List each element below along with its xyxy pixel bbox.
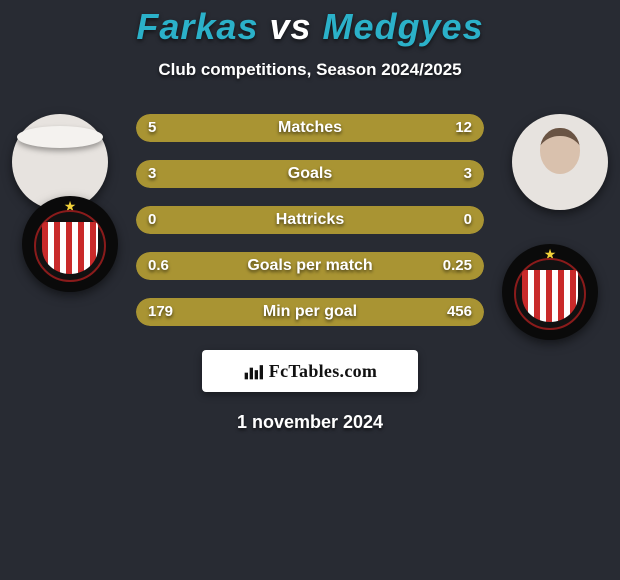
avatar-placeholder-icon	[17, 126, 103, 148]
bar-chart-icon	[243, 361, 263, 381]
stat-bars: 512Matches 33Goals 00Hattricks 0.60.25Goals…	[136, 114, 484, 344]
player-right-club-badge: ★	[502, 244, 598, 340]
player-left-name: Farkas	[136, 6, 258, 47]
comparison-title: Farkas vs Medgyes	[0, 0, 620, 48]
stat-row: 179456Min per goal	[136, 298, 484, 326]
player-left-avatar	[12, 114, 108, 210]
stat-row: 00Hattricks	[136, 206, 484, 234]
brand-text: FcTables.com	[269, 361, 377, 382]
subtitle: Club competitions, Season 2024/2025	[0, 60, 620, 80]
stat-row: 512Matches	[136, 114, 484, 142]
stat-label: Matches	[136, 114, 484, 142]
stat-row: 33Goals	[136, 160, 484, 188]
player-left-club-badge: ★	[22, 196, 118, 292]
stat-row: 0.60.25Goals per match	[136, 252, 484, 280]
stat-label: Goals	[136, 160, 484, 188]
stat-label: Min per goal	[136, 298, 484, 326]
stat-label: Hattricks	[136, 206, 484, 234]
stat-label: Goals per match	[136, 252, 484, 280]
brand-box: FcTables.com	[202, 350, 418, 392]
club-stripes-icon	[522, 270, 578, 322]
player-right-avatar	[512, 114, 608, 210]
comparison-stage: ★ ★ 512Matches 33Goals 00Hattricks 0.60.25G…	[0, 114, 620, 344]
player-right-name: Medgyes	[323, 6, 484, 47]
club-stripes-icon	[42, 222, 98, 274]
snapshot-date: 1 november 2024	[0, 412, 620, 433]
vs-text: vs	[269, 6, 311, 47]
